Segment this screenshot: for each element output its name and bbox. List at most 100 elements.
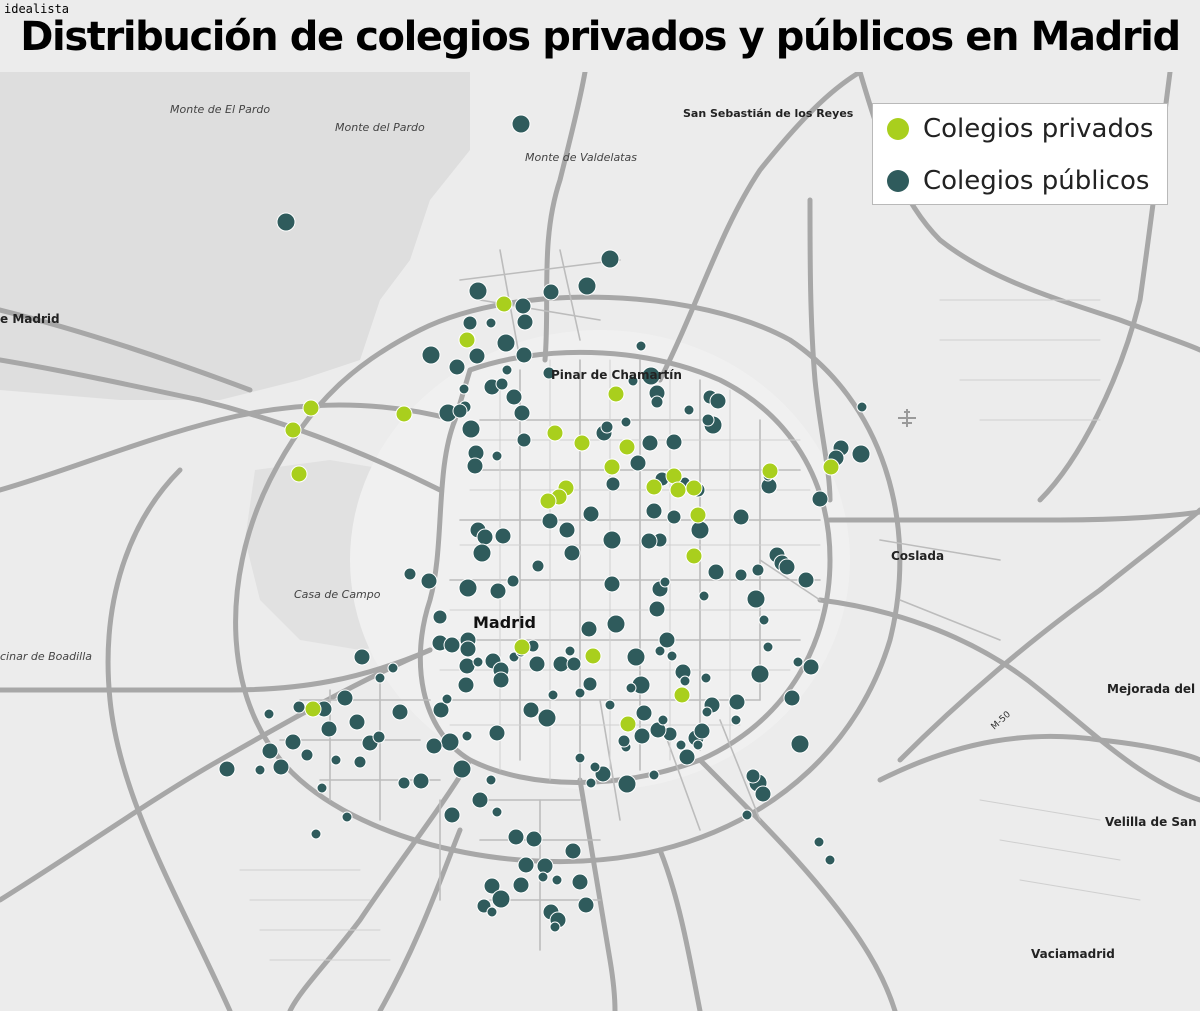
label-san-sebastian: San Sebastián de los Reyes <box>683 107 854 120</box>
public-school-marker <box>741 809 753 821</box>
public-school-marker <box>511 114 531 134</box>
public-school-marker <box>577 896 595 914</box>
public-school-marker <box>666 509 682 525</box>
private-school-marker <box>546 424 564 442</box>
legend: Colegios privados Colegios públicos <box>872 103 1168 205</box>
private-school-marker <box>513 638 531 656</box>
legend-label-public: Colegios públicos <box>923 166 1150 196</box>
public-school-marker <box>745 768 761 784</box>
label-madrid: Madrid <box>473 613 536 632</box>
public-school-marker <box>633 727 651 745</box>
public-school-marker <box>635 704 653 722</box>
public-school-marker <box>797 571 815 589</box>
public-school-marker <box>495 377 509 391</box>
public-school-marker <box>813 836 825 848</box>
public-school-marker <box>515 346 533 364</box>
private-school-marker <box>669 481 687 499</box>
private-school-marker <box>573 434 591 452</box>
public-school-marker <box>300 748 314 762</box>
label-monte-del-pardo: Monte del Pardo <box>335 121 425 134</box>
map[interactable]: Monte de El Pardo Monte del Pardo San Se… <box>0 72 1200 1011</box>
public-school-marker <box>542 283 560 301</box>
private-school-marker <box>685 547 703 565</box>
public-school-marker <box>457 676 475 694</box>
public-school-marker <box>734 568 748 582</box>
private-school-marker <box>284 421 302 439</box>
public-school-marker <box>491 889 511 909</box>
page-title: Distribución de colegios privados y públ… <box>20 14 1181 60</box>
public-school-marker <box>666 650 678 662</box>
public-school-marker <box>732 508 750 526</box>
public-school-marker <box>525 830 543 848</box>
public-school-marker <box>412 772 430 790</box>
public-school-marker <box>811 490 829 508</box>
public-school-marker <box>648 600 666 618</box>
public-school-marker <box>472 543 492 563</box>
brand-label: idealista <box>4 2 70 16</box>
public-school-marker <box>403 567 417 581</box>
public-school-marker <box>516 313 534 331</box>
public-school-marker <box>218 760 236 778</box>
public-school-marker <box>605 476 621 492</box>
label-vaciamadrid: Vaciamadrid <box>1031 947 1115 961</box>
public-school-marker <box>627 375 639 387</box>
public-school-marker <box>522 701 540 719</box>
public-school-marker <box>537 708 557 728</box>
public-school-marker <box>658 631 676 649</box>
private-school-marker <box>645 478 663 496</box>
public-school-marker <box>566 656 582 672</box>
public-school-marker <box>489 582 507 600</box>
map-canvas[interactable] <box>0 72 1200 1011</box>
public-school-marker <box>452 403 468 419</box>
private-school-marker <box>822 458 840 476</box>
public-school-marker <box>603 575 621 593</box>
public-school-marker <box>650 395 664 409</box>
public-school-marker <box>485 774 497 786</box>
public-school-dot-icon <box>887 170 909 192</box>
legend-label-private: Colegios privados <box>923 114 1154 144</box>
public-school-marker <box>625 682 637 694</box>
public-school-marker <box>261 742 279 760</box>
private-school-marker <box>495 295 513 313</box>
public-school-marker <box>491 806 503 818</box>
public-school-marker <box>564 842 582 860</box>
public-school-marker <box>657 714 669 726</box>
private-school-marker <box>603 458 621 476</box>
public-school-marker <box>432 701 450 719</box>
public-school-marker <box>491 450 503 462</box>
public-school-marker <box>353 755 367 769</box>
airplane-icon <box>898 409 916 427</box>
private-school-marker <box>618 438 636 456</box>
public-school-marker <box>574 687 586 699</box>
public-school-marker <box>709 392 727 410</box>
public-school-marker <box>762 641 774 653</box>
public-school-marker <box>585 777 597 789</box>
private-school-marker <box>619 715 637 733</box>
label-de-madrid: e Madrid <box>0 312 60 326</box>
public-school-marker <box>471 791 489 809</box>
public-school-marker <box>517 856 535 874</box>
private-school-dot-icon <box>887 118 909 140</box>
public-school-marker <box>468 281 488 301</box>
public-school-marker <box>549 921 561 933</box>
private-school-marker <box>302 399 320 417</box>
public-school-marker <box>564 645 576 657</box>
private-school-marker <box>761 462 779 480</box>
legend-item-private: Colegios privados <box>887 111 1153 147</box>
label-pinar-de-chamartin: Pinar de Chamartín <box>551 368 682 382</box>
private-school-marker <box>290 465 308 483</box>
public-school-marker <box>683 404 695 416</box>
public-school-marker <box>536 857 554 875</box>
public-school-marker <box>640 532 658 550</box>
public-school-marker <box>476 528 494 546</box>
private-school-marker <box>685 479 703 497</box>
public-school-marker <box>641 434 659 452</box>
public-school-marker <box>443 636 461 654</box>
public-school-marker <box>690 520 710 540</box>
public-school-marker <box>701 706 713 718</box>
public-school-marker <box>421 345 441 365</box>
private-school-marker <box>673 686 691 704</box>
public-school-marker <box>645 502 663 520</box>
public-school-marker <box>750 664 770 684</box>
public-school-marker <box>501 364 513 376</box>
